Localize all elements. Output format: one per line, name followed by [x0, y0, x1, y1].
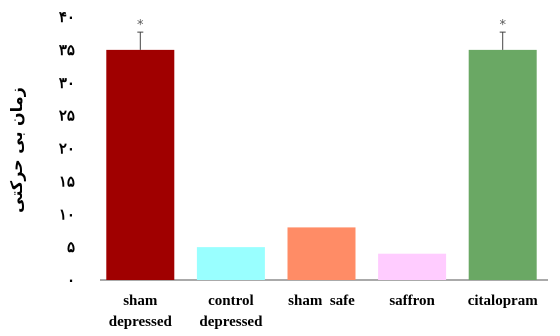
- y-tick-label: ۴٠: [59, 8, 75, 26]
- y-tick-label: ١٠: [59, 205, 75, 223]
- bar: [378, 253, 447, 280]
- y-tick-label: ٣٠: [59, 74, 75, 92]
- y-tick-label: ٠: [67, 271, 75, 289]
- x-tick-label: sham safe: [288, 293, 355, 309]
- significance-marker: *: [137, 18, 144, 33]
- y-tick-label: ٢٠: [59, 140, 75, 158]
- bar: [196, 247, 265, 280]
- y-tick-label: ۵: [67, 238, 75, 256]
- bar: [287, 227, 356, 280]
- x-tick-label: depressed: [109, 314, 173, 330]
- x-tick-label: depressed: [199, 314, 263, 330]
- y-tick-label: ١۵: [59, 172, 75, 190]
- x-tick-label: saffron: [389, 293, 435, 309]
- bar: [468, 49, 537, 280]
- labels-group: sham depressed control depressed sham safe sa…: [109, 293, 538, 330]
- x-tick-label: citalopram: [468, 293, 538, 309]
- x-tick-label: sham: [123, 293, 158, 309]
- y-tick-label: ٣۵: [59, 41, 75, 59]
- axis-group: ٠ ۵ ١٠ ١۵ ٢٠ ٢۵ ٣٠ ٣۵ ۴٠: [59, 8, 548, 289]
- y-axis-label: زمان بی حرکتی: [7, 87, 26, 213]
- y-tick-label: ٢۵: [59, 107, 75, 125]
- x-tick-label: control: [208, 293, 254, 309]
- significance-marker: *: [499, 18, 506, 33]
- bar: [106, 49, 175, 280]
- bars-group: * *: [106, 18, 537, 280]
